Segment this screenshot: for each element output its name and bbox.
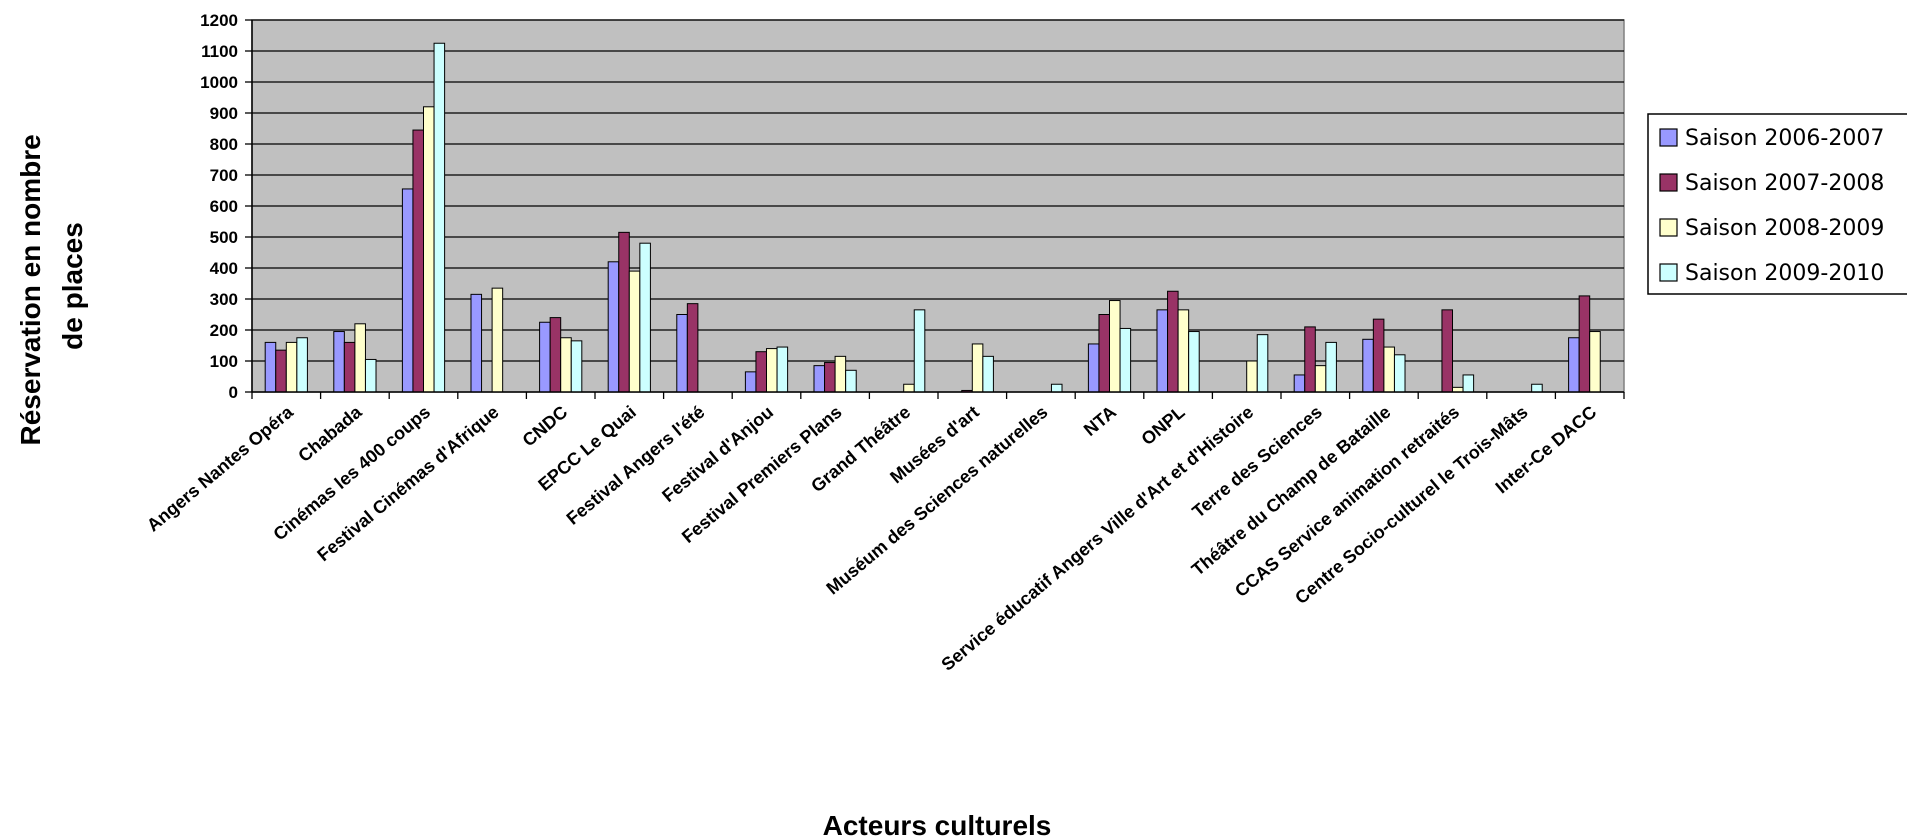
bar-2-5 xyxy=(549,317,562,393)
bar-2-17 xyxy=(1372,318,1385,393)
y-tick-label: 900 xyxy=(210,104,238,123)
legend-swatch xyxy=(1659,218,1678,237)
bar-2-20 xyxy=(1578,295,1591,393)
bar-1-6 xyxy=(607,261,620,393)
y-tick-label: 800 xyxy=(210,135,238,154)
bar-2-16 xyxy=(1304,326,1316,393)
bar-4-12 xyxy=(1050,383,1063,393)
bar-4-18 xyxy=(1462,374,1475,393)
bar-2-7 xyxy=(686,303,699,393)
bar-2-9 xyxy=(824,362,836,393)
bar-2-6 xyxy=(618,231,630,393)
bar-1-8 xyxy=(744,371,757,393)
bar-3-6 xyxy=(628,270,641,393)
bar-4-17 xyxy=(1393,354,1406,393)
bar-4-10 xyxy=(913,309,926,393)
bar-2-8 xyxy=(755,351,768,393)
legend-swatch xyxy=(1659,128,1678,147)
bar-1-13 xyxy=(1087,343,1100,393)
bar-3-16 xyxy=(1314,365,1327,393)
bar-1-14 xyxy=(1156,309,1169,393)
legend: Saison 2006-2007 Saison 2007-2008 Saison 2… xyxy=(1647,113,1907,295)
legend-entry: Saison 2006-2007 xyxy=(1685,126,1884,151)
y-tick-label: 300 xyxy=(210,290,238,309)
x-tick-label: NTA xyxy=(1080,402,1120,440)
x-tick-label: Angers Nantes Opéra xyxy=(143,401,298,535)
y-tick-label: 400 xyxy=(210,259,238,278)
y-tick-label: 600 xyxy=(210,197,238,216)
bar-4-1 xyxy=(296,337,308,393)
y-axis-title-line-2: de places xyxy=(57,222,88,350)
bar-4-15 xyxy=(1256,334,1269,393)
axes xyxy=(245,19,1625,399)
x-tick-label: ONPL xyxy=(1138,402,1189,449)
bar-1-3 xyxy=(401,188,414,393)
bar-4-6 xyxy=(639,242,651,393)
bar-4-8 xyxy=(776,346,789,393)
bar-4-11 xyxy=(982,355,994,393)
bar-3-2 xyxy=(354,323,366,393)
bar-3-9 xyxy=(834,355,847,393)
bar-1-2 xyxy=(333,331,345,393)
bar-4-3 xyxy=(433,42,446,393)
bar-1-9 xyxy=(813,365,826,393)
bar-2-3 xyxy=(412,129,425,393)
bar-1-16 xyxy=(1293,374,1306,393)
legend-swatch xyxy=(1659,263,1678,282)
x-tick-label: Festival Angers l'été xyxy=(563,402,709,529)
bar-1-7 xyxy=(676,314,688,393)
bar-2-1 xyxy=(275,349,287,393)
y-tick-label: 100 xyxy=(210,352,238,371)
y-tick-label: 1200 xyxy=(200,11,238,30)
bar-2-14 xyxy=(1167,290,1179,393)
bar-3-14 xyxy=(1177,309,1190,393)
bar-4-2 xyxy=(364,358,377,393)
y-tick-label: 0 xyxy=(229,383,238,402)
bar-2-18 xyxy=(1441,309,1454,393)
y-axis-title: Réservation en nombre de places xyxy=(15,127,88,446)
bar-4-16 xyxy=(1325,341,1337,393)
bar-3-1 xyxy=(285,341,298,393)
bar-4-5 xyxy=(570,340,583,393)
bar-3-15 xyxy=(1246,360,1258,393)
bar-2-2 xyxy=(343,341,356,393)
bar-3-10 xyxy=(903,383,915,393)
bar-3-3 xyxy=(423,106,435,393)
bar-3-8 xyxy=(766,348,778,393)
y-tick-labels: 0 100 200 300 400 500 600 700 800 900 1000 1100 1200 xyxy=(200,11,238,402)
bar-1-1 xyxy=(264,341,277,393)
legend-entry: Saison 2008-2009 xyxy=(1685,216,1884,241)
y-tick-label: 500 xyxy=(210,228,238,247)
legend-entry: Saison 2007-2008 xyxy=(1685,171,1884,196)
bar-3-20 xyxy=(1589,331,1601,393)
bar-4-9 xyxy=(845,369,857,393)
bar-1-17 xyxy=(1362,338,1374,393)
bar-4-13 xyxy=(1119,327,1132,393)
bar-3-13 xyxy=(1109,300,1121,393)
legend-box xyxy=(1647,113,1907,295)
x-tick-label: Terre des Sciences xyxy=(1188,402,1326,522)
bar-4-19 xyxy=(1531,383,1543,393)
y-tick-label: 700 xyxy=(210,166,238,185)
x-tick-label: CNDC xyxy=(519,402,572,451)
y-tick-label: 1100 xyxy=(201,42,238,61)
y-tick-label: 1000 xyxy=(200,73,238,92)
bar-1-20 xyxy=(1568,337,1580,393)
bar-1-4 xyxy=(470,293,483,393)
y-axis-title-line-1: Réservation en nombre xyxy=(15,134,46,445)
bar-3-17 xyxy=(1383,346,1395,393)
bar-4-14 xyxy=(1188,331,1200,393)
legend-swatch xyxy=(1659,173,1678,192)
x-tick-label: Service éducatif Angers Ville d'Art et d… xyxy=(937,402,1257,675)
bar-1-5 xyxy=(539,321,551,393)
x-axis-title: Acteurs culturels xyxy=(823,810,1052,839)
bar-3-5 xyxy=(560,337,572,393)
y-tick-label: 200 xyxy=(210,321,238,340)
bar-2-13 xyxy=(1098,314,1111,393)
legend-entry: Saison 2009-2010 xyxy=(1685,261,1884,286)
bar-3-11 xyxy=(971,343,984,393)
bar-3-4 xyxy=(491,287,504,393)
